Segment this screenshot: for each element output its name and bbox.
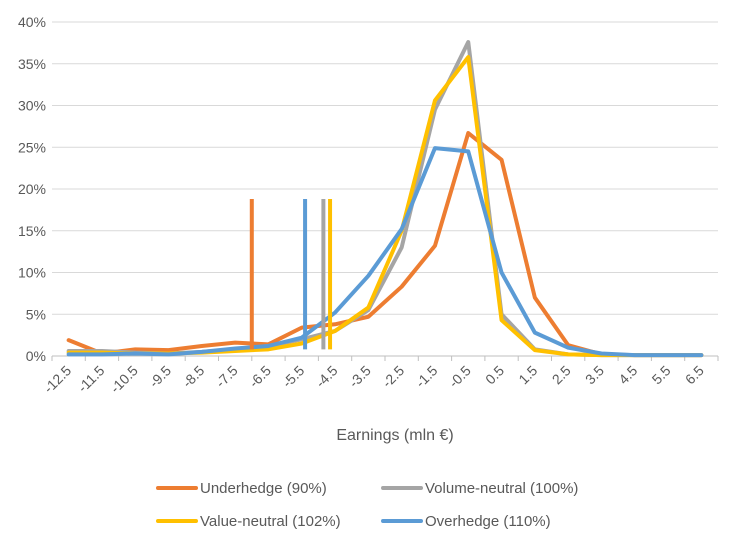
x-tick-label: 4.5 [615,362,640,387]
legend: Underhedge (90%) Volume-neutral (100%) Val… [156,480,578,530]
x-tick-label: -10.5 [107,362,141,396]
grid [52,21,718,357]
series-line [66,146,704,358]
x-tick-label: -11.5 [74,362,107,395]
y-tick-label: 30% [18,98,46,114]
x-axis-title: Earnings (mln €) [336,427,453,444]
y-tick-label: 5% [26,306,46,322]
x-tick-label: 0.5 [482,362,507,387]
legend-label: Overhedge (110%) [425,513,551,530]
y-tick-label: 20% [18,181,46,197]
x-tick-label: -9.5 [146,362,175,391]
x-tick-label: -12.5 [40,362,74,396]
vertical-markers [249,199,333,350]
x-tick-label: -2.5 [379,362,408,391]
series-line [66,40,704,358]
series-line [66,131,704,358]
series-line [66,55,704,358]
x-tick-label: -6.5 [246,362,275,391]
x-tick-label: 5.5 [649,362,674,387]
y-tick-label: 0% [26,348,46,364]
y-tick-label: 25% [18,139,46,155]
x-tick-label: 3.5 [582,362,607,387]
x-axis-ticks: -12.5 -11.5 -10.5 -9.5 -8.5 -7.5 -6.5 -5.5 -4.5-… [40,356,719,396]
x-tick-label: -7.5 [212,362,241,391]
y-tick-label: 40% [18,14,46,30]
legend-label: Value-neutral (102%) [200,513,341,530]
y-axis-ticks: 0% 5% 10% 15% 20% 25% 30% 35% 40% [18,14,46,364]
x-tick-label: -4.5 [312,362,341,391]
y-tick-label: 10% [18,265,46,281]
y-tick-label: 35% [18,56,46,72]
legend-label: Underhedge (90%) [200,480,327,497]
x-tick-label: -3.5 [346,362,375,391]
legend-label: Volume-neutral (100%) [425,480,578,497]
x-tick-label: -8.5 [179,362,208,391]
x-tick-label: -0.5 [445,362,474,391]
x-tick-label: -5.5 [279,362,308,391]
x-tick-label: 1.5 [515,362,540,387]
y-tick-label: 15% [18,223,46,239]
x-tick-label: 2.5 [549,362,574,387]
x-tick-label: 6.5 [682,362,707,387]
x-tick-label: -1.5 [412,362,441,391]
series-lines [66,40,704,358]
